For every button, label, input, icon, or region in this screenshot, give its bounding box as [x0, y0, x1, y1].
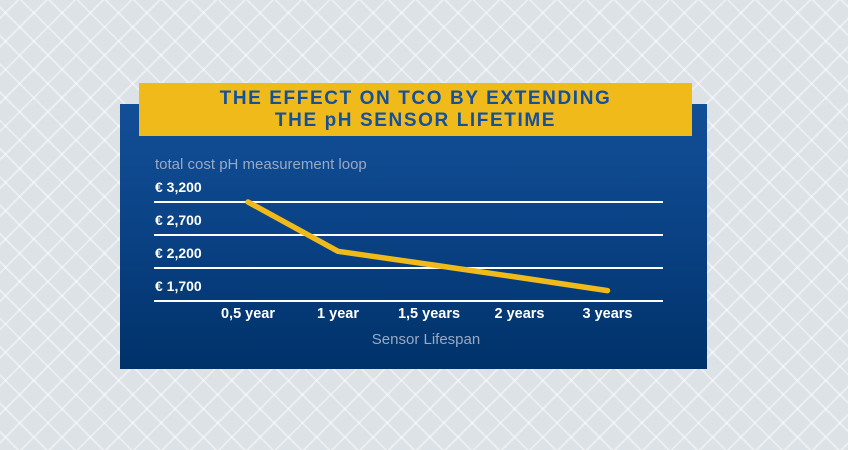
x-tick-label: 1,5 years — [397, 306, 461, 322]
x-tick-label: 2 years — [494, 306, 545, 322]
chart-title-line2: THE pH SENSOR LIFETIME — [274, 109, 557, 131]
gridline — [154, 201, 663, 203]
y-tick-label: € 3,200 — [155, 179, 202, 195]
gridline — [154, 266, 663, 269]
y-tick-label: € 2,700 — [155, 211, 202, 228]
x-tick-label: 1 year — [317, 306, 359, 322]
plot-area: Sensor Lifespan € 3,200 € 2,700 € 2,200 € 1… — [154, 179, 663, 348]
x-axis-title: Sensor Lifespan — [371, 331, 481, 348]
chart-title-banner: THE EFFECT ON TCO BY EXTENDING THE pH SE… — [139, 83, 692, 136]
line-chart-svg — [245, 199, 611, 294]
x-tick-label: 0,5 year — [220, 306, 276, 322]
x-tick-label: 3 years — [582, 306, 633, 322]
chart-panel: total cost pH measurement loop Sensor Li… — [120, 104, 707, 369]
chart-title-line1: THE EFFECT ON TCO BY EXTENDING — [219, 88, 612, 109]
y-tick-label: € 2,200 — [155, 244, 202, 261]
y-tick-label: € 1,700 — [155, 277, 202, 294]
y-axis-caption: total cost pH measurement loop — [155, 156, 367, 173]
tco-trend-line — [245, 199, 611, 294]
gridline — [154, 299, 663, 302]
gridline — [154, 233, 663, 236]
